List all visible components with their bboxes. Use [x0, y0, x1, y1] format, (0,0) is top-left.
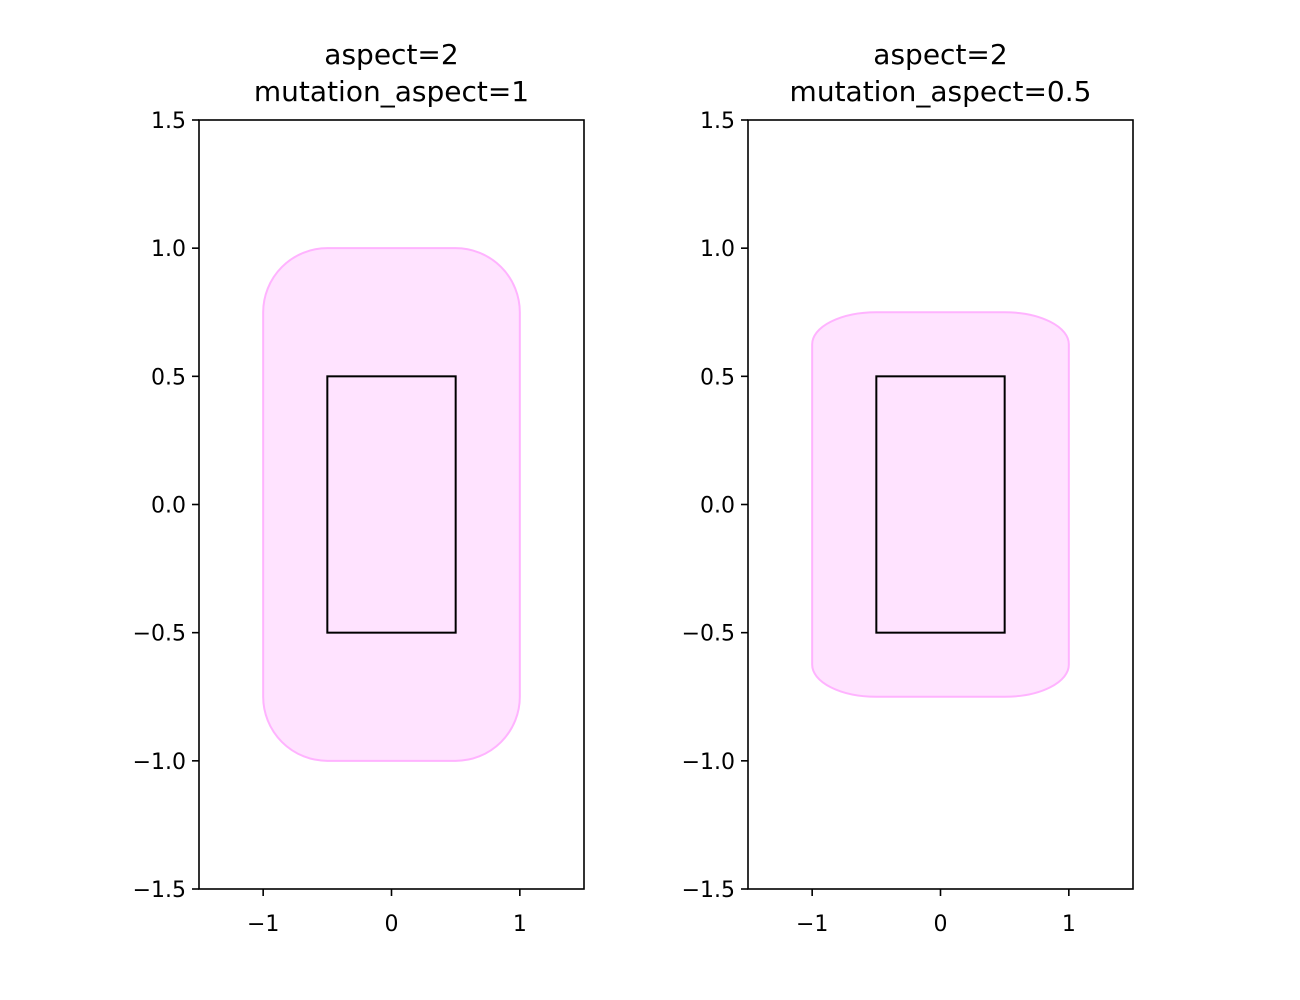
y-tick-label: −1.5 — [682, 878, 735, 903]
axes-title: mutation_aspect=1 — [254, 75, 529, 108]
inner-rectangle — [326, 375, 457, 634]
fancy-box-patch — [811, 311, 1070, 698]
y-tick-label: −1.5 — [133, 878, 186, 903]
x-tick-label: −1 — [796, 912, 828, 937]
axes-title: mutation_aspect=0.5 — [790, 75, 1092, 108]
inner-rectangle — [875, 375, 1006, 634]
y-tick-label: −0.5 — [682, 622, 735, 647]
y-tick-label: 0.5 — [700, 365, 735, 390]
x-tick-label: 1 — [1062, 912, 1076, 937]
y-tick-label: −1.0 — [682, 750, 735, 775]
y-tick-label: 1.5 — [151, 109, 186, 134]
x-tick-label: 1 — [513, 912, 527, 937]
y-tick-label: −0.5 — [133, 622, 186, 647]
y-tick-label: 0.0 — [700, 494, 735, 519]
y-tick-label: 0.0 — [151, 494, 186, 519]
y-tick-label: 1.5 — [700, 109, 735, 134]
x-tick-label: 0 — [385, 912, 399, 937]
axes-title: aspect=2 — [324, 38, 458, 71]
x-tick-label: 0 — [934, 912, 948, 937]
axes-1: −1 0 1 −1.5 −1.0 −0.5 0.0 0.5 1.0 1.5 aspect=2 muta… — [133, 38, 585, 937]
y-tick-label: −1.0 — [133, 750, 186, 775]
fancy-box-patch — [262, 247, 521, 762]
y-tick-label: 1.0 — [700, 237, 735, 262]
y-tick-label: 1.0 — [151, 237, 186, 262]
x-tick-label: −1 — [247, 912, 279, 937]
axes-title: aspect=2 — [873, 38, 1007, 71]
axes-2: −1 0 1 −1.5 −1.0 −0.5 0.0 0.5 1.0 1.5 aspect=2 muta… — [682, 38, 1134, 937]
y-tick-label: 0.5 — [151, 365, 186, 390]
